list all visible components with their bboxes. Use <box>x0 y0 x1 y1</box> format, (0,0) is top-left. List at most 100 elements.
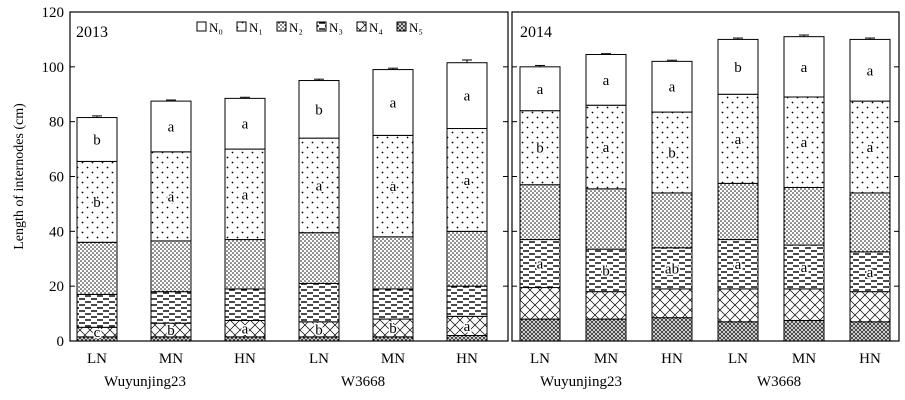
plot-frame-2013 <box>69 11 509 342</box>
bar-segment <box>783 319 825 342</box>
bar-segment <box>150 151 192 242</box>
significance-label: b <box>93 132 101 148</box>
bar-segment <box>783 244 825 290</box>
x-tick-label: MN <box>594 351 618 367</box>
legend-swatch <box>396 21 407 32</box>
bar-segment <box>783 36 825 98</box>
legend-label: N₃ <box>329 20 343 35</box>
significance-label: b <box>167 323 175 339</box>
significance-label: a <box>242 322 249 338</box>
significance-label: a <box>537 257 544 273</box>
significance-label: b <box>668 146 676 162</box>
legend-label: N₅ <box>409 20 423 35</box>
y-tick-label: 40 <box>49 224 64 240</box>
significance-label: a <box>801 260 808 276</box>
bar-segment <box>585 291 627 320</box>
panel-year-label: 2013 <box>76 24 108 41</box>
bar-segment <box>849 291 891 323</box>
bar-segment <box>372 236 414 290</box>
bar-segment <box>651 288 693 319</box>
bar-segment <box>372 69 414 136</box>
legend-swatch <box>316 21 327 32</box>
significance-label: a <box>390 179 397 195</box>
legend-swatch <box>276 21 287 32</box>
significance-label: a <box>735 257 742 273</box>
bar-segment <box>224 239 266 290</box>
significance-label: a <box>603 140 610 156</box>
significance-label: b <box>315 322 323 338</box>
significance-label: a <box>735 132 742 148</box>
significance-label: a <box>316 178 323 194</box>
bar-segment <box>783 186 825 246</box>
bar-segment <box>224 97 266 150</box>
bar-segment <box>717 182 759 241</box>
legend-swatch <box>236 21 247 32</box>
y-axis-label: Length of internodes (cm) <box>12 103 27 250</box>
significance-label: c <box>94 325 101 341</box>
bar-segment <box>519 66 561 112</box>
bar-segment <box>519 287 561 320</box>
x-tick-label: LN <box>87 351 107 367</box>
significance-label: a <box>168 189 175 205</box>
panel-year-label: 2014 <box>520 24 552 41</box>
bar-segment <box>76 241 118 295</box>
bar-segment <box>849 38 891 102</box>
bar-segment <box>298 232 340 284</box>
group-label: W3668 <box>341 374 385 390</box>
bar-segment <box>372 288 414 320</box>
bar-segment <box>298 282 340 323</box>
significance-label: a <box>867 140 874 156</box>
significance-label: a <box>464 319 471 335</box>
significance-label: ab <box>665 261 679 277</box>
significance-label: a <box>390 95 397 111</box>
x-tick-label: HN <box>234 351 256 367</box>
bar-segment <box>585 188 627 250</box>
significance-label: a <box>242 117 249 133</box>
y-tick-label: 100 <box>42 60 65 76</box>
significance-label: a <box>801 60 808 76</box>
group-label: Wuyunjing23 <box>540 374 622 390</box>
bar-segment <box>717 288 759 323</box>
plot-frame-2014 <box>511 11 900 342</box>
bar-segment <box>849 100 891 194</box>
bar-segment <box>585 104 627 190</box>
bar-segment <box>446 62 488 130</box>
bar-segment <box>849 321 891 342</box>
bar-segment <box>717 38 759 95</box>
legend-label: N₁ <box>249 20 263 35</box>
bar-segment <box>446 128 488 232</box>
y-tick-label: 0 <box>57 334 65 350</box>
x-tick-label: LN <box>530 351 550 367</box>
significance-label: a <box>464 173 471 189</box>
bar-segment <box>651 317 693 342</box>
bar-segment <box>298 137 340 234</box>
significance-label: a <box>242 187 249 203</box>
bar-segment <box>519 110 561 186</box>
bar-segment <box>519 318 561 342</box>
bar-segment <box>372 134 414 238</box>
bar-segment <box>849 251 891 293</box>
x-tick-label: MN <box>792 351 816 367</box>
significance-label: b <box>315 102 323 118</box>
x-tick-label: MN <box>159 351 183 367</box>
x-tick-label: HN <box>859 351 881 367</box>
legend-swatch <box>356 21 367 32</box>
bar-segment <box>150 291 192 324</box>
bar-segment <box>651 192 693 249</box>
significance-label: a <box>801 135 808 151</box>
legend-label: N₄ <box>369 20 383 35</box>
bar-segment <box>224 288 266 321</box>
bar-segment <box>519 184 561 241</box>
bar-segment <box>446 230 488 287</box>
legend-label: N₂ <box>289 20 303 35</box>
significance-label: a <box>603 73 610 89</box>
legend-label: N₀ <box>209 20 223 35</box>
bar-segment <box>298 80 340 139</box>
x-tick-label: LN <box>728 351 748 367</box>
bar-segment <box>651 111 693 194</box>
y-tick-label: 80 <box>49 115 64 131</box>
significance-label: a <box>867 63 874 79</box>
group-label: Wuyunjing23 <box>104 374 186 390</box>
bar-segment <box>783 288 825 321</box>
